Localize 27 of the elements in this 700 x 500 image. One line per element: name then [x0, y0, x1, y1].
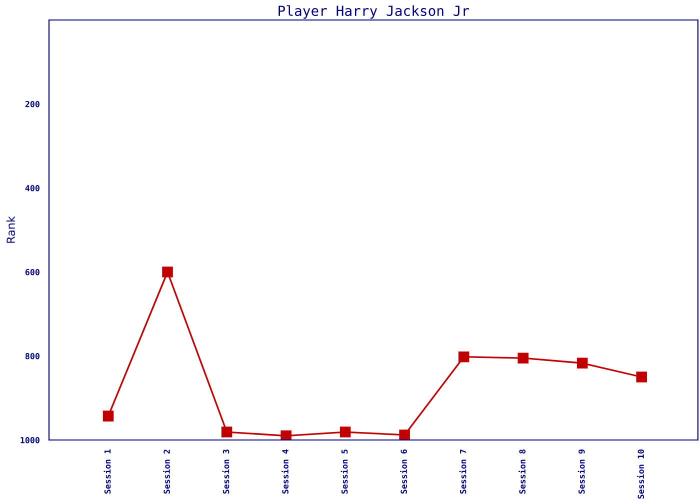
point — [518, 352, 528, 364]
x-tick-label: Session 3 — [222, 450, 230, 494]
y-tick-label: 600 — [25, 268, 40, 276]
x-tick-label: Session 8 — [518, 450, 526, 494]
point — [399, 430, 410, 440]
x-tick-label: Session 4 — [282, 449, 288, 494]
point — [576, 358, 588, 369]
x-tick-label: Session 6 — [400, 449, 407, 494]
point — [162, 266, 173, 278]
point — [280, 430, 292, 440]
point — [340, 426, 351, 438]
point — [102, 410, 114, 422]
x-tick-label: Session 10 — [637, 450, 644, 499]
x-tick-label: Session 2 — [163, 450, 170, 494]
x-tick-label: Session 5 — [340, 450, 348, 494]
y-tick-label: 400 — [25, 184, 40, 192]
y-tick-label: 200 — [25, 100, 40, 108]
point — [221, 426, 232, 438]
x-tick-label: Session 7 — [459, 450, 466, 494]
x-tick-label: Session 1 — [104, 449, 111, 494]
chart-title: Player Harry Jackson Jr — [278, 5, 470, 19]
point — [458, 351, 470, 362]
y-axis-title: Rank — [6, 216, 15, 243]
point — [636, 372, 647, 382]
y-tick-label: 800 — [25, 352, 40, 360]
y-tick-label: 1000 — [20, 436, 40, 444]
x-tick-label: Session 9 — [578, 450, 585, 494]
